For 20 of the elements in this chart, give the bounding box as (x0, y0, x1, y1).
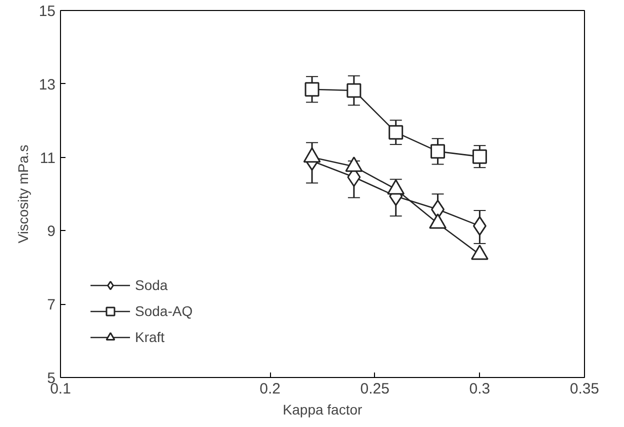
y-tick-label: 9 (47, 223, 56, 240)
y-axis-title: Viscosity mPa.s (14, 144, 31, 244)
point (472, 149, 487, 164)
point (430, 144, 446, 159)
y-tick-label: 7 (47, 296, 56, 314)
y-tick-label: 15 (38, 3, 56, 20)
legend-label: Soda (135, 277, 168, 293)
x-tick-label: 0.3 (469, 380, 490, 398)
x-axis-title: Kappa factor (282, 402, 363, 418)
x-tick-label: 0.25 (360, 380, 390, 398)
y-tick-label: 11 (40, 150, 56, 167)
x-tick-label: 0.2 (260, 380, 281, 398)
legend-label: Kraft (135, 329, 165, 345)
x-tick-label: 0.35 (570, 380, 600, 398)
point (304, 82, 320, 97)
point (346, 83, 362, 98)
point (472, 216, 486, 236)
y-tick-label: 13 (38, 76, 56, 94)
point (388, 125, 404, 140)
legend-label: Soda-AQ (135, 303, 193, 319)
